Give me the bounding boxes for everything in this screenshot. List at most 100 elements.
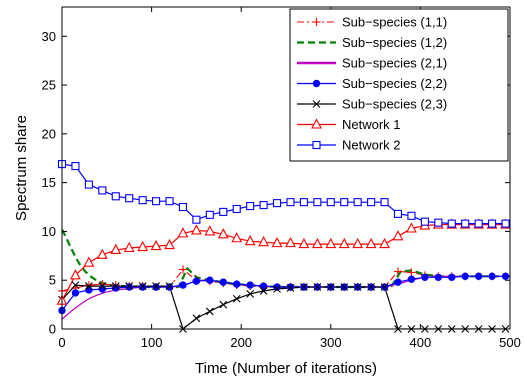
series-1-point (407, 268, 416, 277)
legend: Sub−species (1,1) Sub−species (1,2) Sub−sp… (289, 8, 509, 162)
y-tick-label: 25 (42, 78, 56, 93)
series-5-point (111, 282, 120, 290)
series-5-point (84, 282, 93, 290)
series-7-point (393, 209, 403, 218)
series-6-point (311, 237, 323, 249)
series-line-6 (62, 224, 506, 301)
series-5-point (125, 282, 134, 290)
legend-box (289, 8, 509, 162)
series-7-point (380, 198, 389, 207)
series-6-point (285, 236, 296, 248)
series-6-point (231, 232, 243, 243)
series-5-point (246, 289, 255, 298)
series-7-point (152, 197, 161, 206)
series-4-point (71, 289, 80, 297)
legend-label-5: Sub−species (2,3) (342, 97, 447, 112)
series-4-point (233, 280, 241, 288)
x-axis-label: Time (Number of iterations) (195, 360, 377, 377)
series-5-point (152, 282, 160, 290)
series-7-point (232, 204, 241, 214)
series-line-4 (62, 275, 506, 311)
y-tick-label: 5 (49, 273, 56, 288)
series-5-point (286, 284, 295, 292)
series-5-point (232, 294, 241, 303)
legend-marker-4 (312, 79, 321, 88)
series-4-point (152, 283, 160, 291)
x-tick-label: 200 (230, 335, 252, 350)
series-7-point (326, 198, 335, 207)
series-7-point (165, 197, 174, 206)
series-6-point (177, 227, 189, 238)
series-4-point (165, 283, 174, 291)
x-ticks: 0 100 200 300 400 500 (58, 7, 521, 350)
series-6-point (325, 237, 337, 249)
series-7-point (111, 192, 120, 201)
series-7-point (84, 180, 93, 189)
legend-marker-7 (312, 140, 321, 150)
series-7-point (299, 198, 308, 207)
series-5-point (219, 300, 228, 309)
series-4-point (259, 282, 268, 290)
series-6-point (258, 235, 270, 247)
y-axis-label: Spectrum share (13, 115, 30, 221)
series-6-point (150, 239, 162, 251)
series-5-point (340, 283, 349, 291)
series-line-2 (62, 228, 510, 289)
series-4-point (138, 283, 147, 291)
series-7-point (447, 219, 456, 228)
series-6-point (338, 237, 350, 249)
series-5-point (205, 307, 214, 316)
series-4-point (421, 273, 429, 281)
series-5-point (313, 283, 322, 291)
series-7-point (407, 211, 416, 220)
x-tick-label: 500 (499, 335, 521, 350)
series-4-point (125, 283, 133, 291)
series-4-point (407, 275, 416, 283)
series-5-point (98, 282, 107, 290)
series-7-point (353, 198, 362, 207)
legend-marker-6 (311, 118, 322, 129)
series-7-point (259, 201, 268, 210)
legend-label-2: Sub−species (1,2) (342, 35, 447, 50)
y-ticks: 0 5 10 15 20 25 30 (42, 29, 510, 337)
series-7-point (205, 210, 214, 219)
legend-label-4: Sub−species (2,2) (342, 76, 447, 91)
series-7-point (246, 202, 255, 211)
series-7-point (474, 219, 483, 228)
series-5-point (259, 287, 268, 295)
series-7-point (272, 199, 282, 208)
series-1-point (178, 265, 187, 274)
series-7-point (434, 218, 443, 227)
series-7-point (219, 207, 228, 216)
series-6-point (298, 237, 310, 249)
series-5-point (165, 282, 174, 290)
series-6-point (271, 236, 283, 248)
series-7-point (501, 219, 510, 228)
y-tick-label: 20 (42, 126, 56, 141)
series-line-5 (62, 284, 506, 329)
series-7-point (125, 194, 134, 203)
series-4-point (461, 272, 469, 281)
series-6-point (204, 225, 216, 236)
series-4-point (112, 284, 120, 292)
series-5-point (367, 283, 376, 291)
series-4-point (219, 278, 227, 286)
series-6-point (110, 243, 122, 255)
series-4-point (246, 281, 254, 289)
series-6-point (352, 237, 364, 249)
series-5-point (300, 283, 308, 291)
series-6-point (392, 230, 404, 241)
y-tick-label: 0 (49, 322, 56, 337)
series-5-point (192, 314, 201, 323)
series-4-point (206, 276, 214, 284)
series-4-point (434, 273, 443, 281)
series-6-point (123, 241, 135, 253)
series-6-point (365, 237, 377, 249)
y-tick-label: 15 (42, 175, 56, 190)
series-4-point (192, 277, 201, 285)
legend-label-7: Network 2 (342, 138, 401, 153)
series-4-point (448, 273, 456, 281)
series-6-point (96, 248, 108, 259)
series-6-point (244, 235, 256, 246)
y-tick-label: 10 (42, 224, 56, 239)
